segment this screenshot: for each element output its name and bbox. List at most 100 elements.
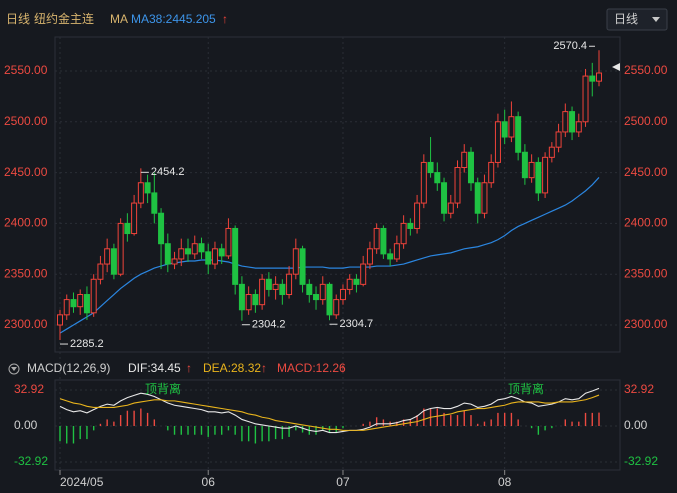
candle-body — [400, 222, 407, 245]
candle-body — [434, 172, 441, 184]
candle-body — [131, 202, 138, 235]
candle-body — [380, 227, 387, 255]
y-tick-label-right: 0.00 — [624, 418, 648, 432]
candle-body — [535, 161, 542, 194]
y-tick-label: 2550.00 — [4, 63, 48, 77]
candle-body — [508, 116, 515, 138]
candle-body — [158, 212, 165, 245]
candle-body — [279, 283, 286, 296]
y-tick-label-right: 2550.00 — [624, 63, 668, 77]
candle-body — [137, 182, 144, 204]
candle-body — [420, 161, 427, 204]
candle-body — [238, 283, 245, 311]
candle-body — [252, 294, 259, 306]
candle-body — [454, 167, 461, 204]
ma-line — [59, 177, 600, 334]
candle-body — [191, 243, 198, 255]
y-tick-label: 2300.00 — [4, 317, 48, 331]
candle-body — [272, 283, 279, 290]
candle-body — [387, 253, 394, 260]
candle-body — [481, 182, 488, 214]
candle-body — [211, 248, 218, 265]
extreme-label: 2454.2 — [151, 166, 185, 178]
dropdown-caret — [652, 17, 660, 22]
candle-body — [306, 283, 313, 296]
candle-body — [474, 182, 481, 214]
candle-body — [57, 314, 63, 326]
price-marker — [612, 63, 620, 71]
candle-body — [299, 248, 306, 285]
y-tick-label: -32.92 — [14, 454, 48, 468]
macd-legend: DIF:34.45 — [128, 361, 181, 375]
candle-body — [117, 222, 124, 275]
candle-body — [373, 227, 380, 250]
macd-legend: DEA:28.32 — [203, 361, 261, 375]
candle-body — [205, 251, 212, 265]
candle-body — [542, 156, 549, 194]
candle-body — [232, 227, 239, 285]
candle-body — [515, 116, 522, 153]
candle-body — [521, 151, 528, 179]
candle-body — [548, 146, 555, 158]
y-tick-label-right: 32.92 — [624, 382, 654, 396]
candle-body — [562, 111, 569, 133]
y-tick-label-right: 2350.00 — [624, 266, 668, 280]
candle-body — [488, 161, 495, 184]
candle-body — [582, 75, 589, 123]
candle-body — [97, 263, 104, 280]
period: 日线 — [6, 12, 30, 26]
candle-body — [447, 202, 454, 214]
candle-body — [225, 227, 232, 257]
dropdown-label[interactable]: 日线 — [614, 12, 638, 26]
candle-body — [555, 131, 562, 148]
candle-body — [528, 161, 535, 179]
ma-tag: MA — [110, 12, 128, 26]
candle-body — [77, 294, 84, 308]
ma-arrow: ↑ — [222, 12, 228, 26]
candle-body — [151, 192, 158, 214]
candle-body — [360, 263, 367, 285]
candle-body — [104, 248, 111, 265]
y-tick-label-right: 2450.00 — [624, 165, 668, 179]
candle-body — [589, 75, 596, 82]
candle-body — [164, 243, 171, 265]
extreme-label: 2304.7 — [340, 318, 374, 330]
macd-legend-arrow: ↑ — [340, 361, 346, 375]
candle-body — [178, 248, 185, 260]
y-tick-label: 2350.00 — [4, 266, 48, 280]
candle-body — [90, 278, 97, 314]
candle-body — [70, 299, 77, 308]
macd-frame — [54, 379, 621, 471]
candle-body — [326, 283, 333, 316]
x-tick-label: 06 — [202, 475, 216, 489]
candle-body — [185, 248, 192, 255]
y-tick-label: 32.92 — [14, 382, 44, 396]
y-tick-label: 2450.00 — [4, 165, 48, 179]
candle-body — [596, 72, 602, 82]
candle-body — [124, 222, 131, 235]
dropdown[interactable] — [606, 8, 668, 31]
symbol: 纽约金主连 — [34, 11, 94, 26]
collapse-caret — [11, 367, 17, 371]
macd-title: MACD(12,26,9) — [27, 361, 110, 375]
divergence-label: 顶背离 — [508, 381, 544, 396]
divergence-label: 顶背离 — [145, 381, 181, 396]
x-tick-label: 2024/05 — [60, 475, 104, 489]
candle-body — [245, 294, 252, 311]
collapse-icon[interactable] — [8, 363, 20, 375]
candle-body — [110, 248, 117, 275]
candle-body — [407, 222, 414, 229]
y-tick-label: 0.00 — [14, 418, 38, 432]
macd-legend-arrow: ↑ — [261, 361, 267, 375]
candle-body — [144, 182, 151, 194]
candle-body — [441, 182, 448, 214]
candle-body — [333, 299, 340, 316]
y-tick-label: 2500.00 — [4, 114, 48, 128]
candle-body — [265, 278, 272, 290]
y-tick-label-right: -32.92 — [624, 454, 658, 468]
price-frame — [54, 36, 621, 353]
ma-legend: MA38:2445.205 — [131, 12, 216, 26]
candle-body — [313, 294, 320, 301]
extreme-label: 2570.4 — [553, 40, 587, 52]
